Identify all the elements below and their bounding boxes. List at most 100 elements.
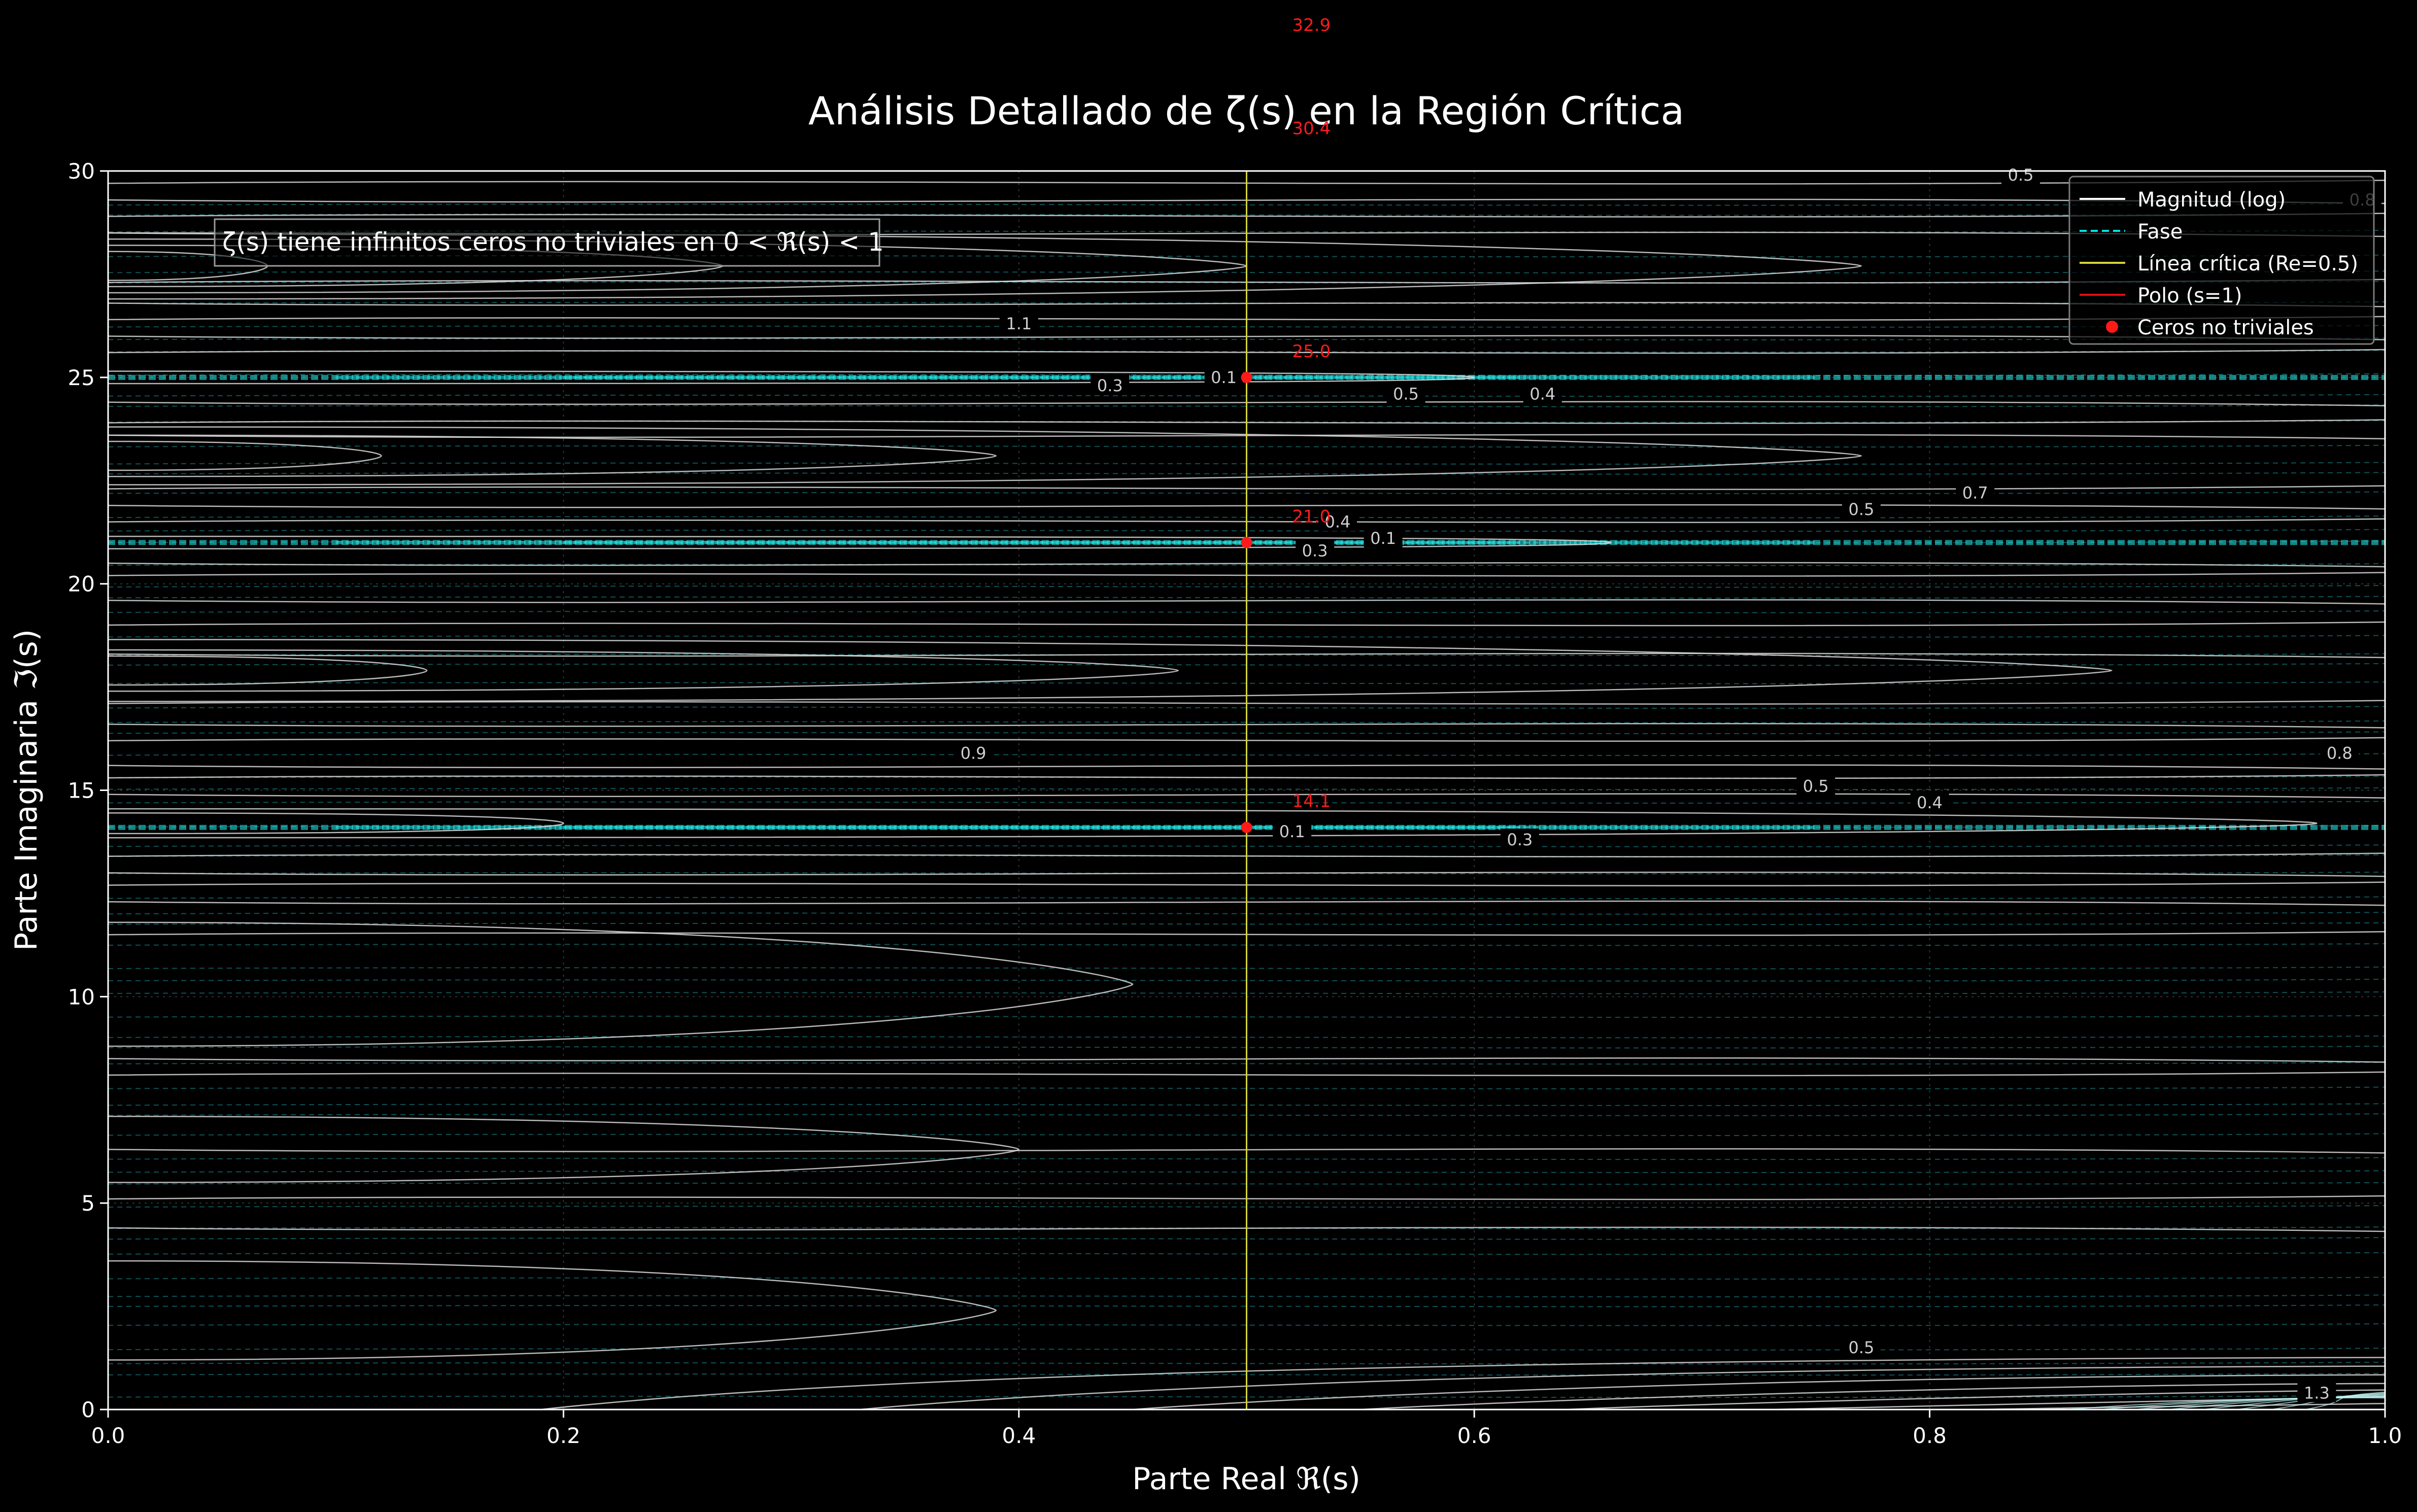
contour-label-bg — [1956, 482, 1995, 502]
x-axis-ticks: 0.0 0.2 0.4 0.6 0.8 1.0 — [91, 1410, 2402, 1448]
y-axis-label: Parte Imaginaria ℑ(s) — [9, 629, 44, 951]
zero-label: 32.9 — [1292, 15, 1331, 36]
x-tick-label: 1.0 — [2368, 1423, 2402, 1448]
contour-label: 0.4 — [1917, 793, 1943, 812]
phase-contour — [108, 991, 2385, 994]
plot-area: 0.5 0.4 0.3 0.1 1.1 0.5 0.7 0.4 0.1 0.3 0.9 0.5 0.4 0… — [107, 15, 2386, 1411]
zero-label: 25.0 — [1292, 341, 1331, 362]
phase-contour — [108, 1304, 2385, 1308]
contour-label: 0.4 — [1529, 384, 1555, 403]
x-tick-label: 0.4 — [1002, 1423, 1036, 1448]
magnitude-contour — [108, 419, 2385, 424]
contour-label-bg — [1386, 383, 1425, 403]
zero-markers: 14.1 21.0 25.0 30.4 32.9 — [1241, 15, 1331, 833]
magnitude-contour — [108, 881, 2385, 886]
y-tick-label: 5 — [81, 1191, 95, 1216]
magnitude-contour — [108, 1071, 2385, 1077]
phase-contour — [108, 706, 2385, 709]
magnitude-contour — [108, 440, 382, 471]
zero-label: 21.0 — [1292, 506, 1331, 527]
phase-contour — [108, 203, 2385, 206]
x-tick-label: 0.0 — [91, 1423, 125, 1448]
phase-contour — [108, 516, 2385, 519]
magnitude-contour — [108, 852, 2385, 857]
legend-entry: Polo (s=1) — [2080, 284, 2242, 307]
x-axis-label: Parte Real ℜ(s) — [1132, 1461, 1360, 1497]
contour-label: 0.5 — [1849, 1338, 1875, 1357]
magnitude-contour — [108, 1260, 997, 1361]
phase-contour — [108, 912, 2385, 915]
magnitude-contour — [108, 649, 1179, 692]
phase-contour — [108, 1294, 2385, 1297]
contour-label: 0.9 — [961, 743, 986, 763]
phase-contour — [108, 1372, 2385, 1376]
phase-contour — [108, 1061, 2385, 1065]
magnitude-contour — [108, 279, 2385, 284]
zero-marker — [1241, 821, 1252, 833]
phase-contour — [108, 787, 2385, 791]
contour-label: 1.1 — [1006, 314, 1032, 333]
legend-label: Ceros no triviales — [2137, 316, 2314, 339]
magnitude-contour — [108, 232, 1862, 300]
magnitude-contour — [108, 655, 428, 686]
chart-title: Análisis Detallado de ζ(s) en la Región … — [808, 88, 1684, 133]
phase-contour — [108, 1045, 2385, 1049]
phase-contour — [108, 1182, 2385, 1185]
phase-contour — [108, 801, 2385, 804]
magnitude-contour — [108, 1226, 2385, 1232]
magnitude-contour — [540, 1357, 2385, 1410]
contour-label: 0.5 — [1393, 384, 1419, 403]
magnitude-contour — [108, 349, 2385, 354]
contour-label-bg — [1842, 498, 1881, 519]
contour-label: 1.3 — [2304, 1383, 2330, 1402]
phase-contour — [108, 844, 2385, 847]
phase-contour — [108, 404, 2385, 407]
phase-contour — [108, 529, 2385, 532]
legend-frame — [2068, 176, 2375, 345]
phase-contour — [108, 444, 2385, 448]
contour-label: 0.3 — [1097, 376, 1123, 395]
phase-contour — [108, 1035, 2385, 1039]
magnitude-contour — [108, 652, 2385, 659]
contour-label: 0.5 — [1849, 500, 1875, 519]
magnitude-contour — [1360, 1383, 2385, 1410]
phase-contour — [108, 1015, 2385, 1018]
magnitude-contour — [108, 1148, 2385, 1154]
contour-label-bg — [1273, 820, 1312, 841]
contour-label-bg — [1910, 791, 1949, 812]
magnitude-contours — [108, 180, 2385, 1410]
legend-entry: Fase — [2080, 220, 2183, 244]
magnitude-contour — [108, 599, 2385, 605]
annotation-box: ζ(s) tiene infinitos ceros no triviales … — [214, 218, 884, 267]
phase-contour — [108, 663, 2385, 666]
magnitude-contour — [108, 639, 2113, 702]
magnitude-contour — [108, 370, 1475, 385]
phase-contour — [108, 325, 2385, 328]
phase-contour — [108, 596, 2385, 599]
phase-contour — [108, 394, 2385, 397]
magnitude-contour — [108, 793, 2385, 799]
phase-contour — [108, 1205, 2385, 1208]
phase-contour — [108, 1133, 2385, 1136]
contour-label-bg — [1204, 366, 1243, 387]
legend-swatch — [2106, 321, 2118, 333]
phase-contour — [108, 943, 2385, 946]
magnitude-contour — [108, 401, 2385, 406]
magnitude-contour — [1133, 1374, 2385, 1410]
magnitude-contour — [108, 871, 2385, 877]
magnitude-contour — [108, 1195, 2385, 1200]
magnitude-contour — [108, 812, 564, 835]
contour-label: 0.5 — [2008, 165, 2034, 185]
phase-contour — [108, 922, 2385, 925]
contour-label: 0.8 — [2327, 743, 2353, 763]
contour-label: 0.3 — [1302, 541, 1328, 561]
phase-contour — [108, 491, 2385, 494]
contour-label: 0.1 — [1279, 822, 1305, 841]
magnitude-contour — [108, 621, 2385, 627]
legend-entry: Línea crítica (Re=0.5) — [2080, 252, 2358, 276]
phase-contour — [108, 1323, 2385, 1326]
magnitude-contour — [108, 931, 2385, 936]
magnitude-contour — [108, 535, 1612, 549]
phase-contour — [108, 753, 2385, 756]
zero-marker — [1241, 371, 1252, 383]
